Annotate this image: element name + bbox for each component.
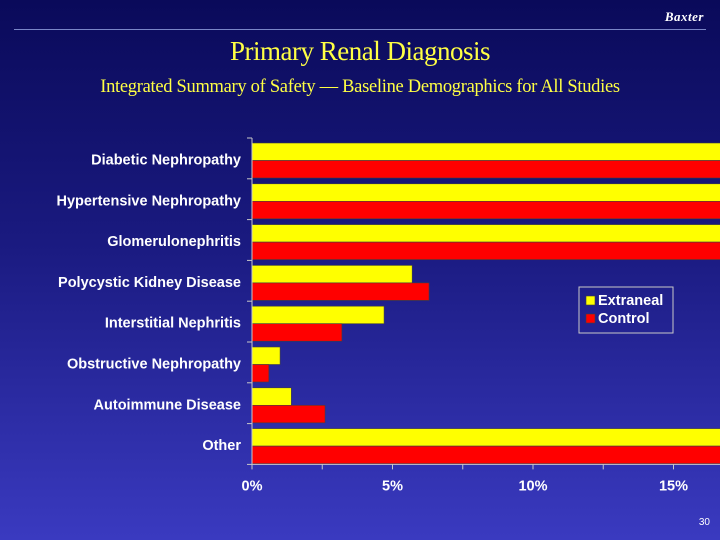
header-divider	[14, 29, 706, 30]
baxter-logo: Baxter	[664, 9, 704, 24]
bar-control-0	[251, 160, 720, 179]
bar-control-7	[251, 445, 720, 464]
bar-extraneal-0	[251, 142, 720, 161]
slide-title: Primary Renal Diagnosis	[230, 36, 490, 66]
page-number: 30	[698, 517, 710, 528]
bar-extraneal-4	[251, 305, 385, 325]
category-label: Diabetic Nephropathy	[91, 153, 241, 169]
bar-control-4	[251, 323, 343, 342]
bar-extraneal-2	[251, 224, 720, 243]
legend-swatch-extraneal	[585, 295, 596, 306]
legend-label-extraneal: Extraneal	[598, 293, 663, 309]
x-tick-label: 10%	[518, 478, 547, 494]
bar-control-2	[251, 241, 720, 260]
category-label: Polycystic Kidney Disease	[58, 275, 241, 291]
x-tick-label: 5%	[382, 478, 403, 494]
category-label: Interstitial Nephritis	[105, 316, 241, 332]
category-label: Obstructive Nephropathy	[67, 357, 241, 373]
bar-extraneal-5	[251, 346, 281, 365]
category-label: Glomerulonephritis	[107, 234, 241, 250]
category-label: Hypertensive Nephropathy	[56, 193, 241, 209]
legend-box	[578, 286, 674, 334]
legend-label-control: Control	[598, 311, 650, 327]
bar-extraneal-6	[251, 387, 292, 406]
x-tick-label: 15%	[659, 478, 688, 494]
slide-subtitle: Integrated Summary of Safety — Baseline …	[100, 77, 620, 97]
bar-control-3	[251, 282, 430, 301]
bar-control-1	[251, 201, 720, 220]
bar-extraneal-3	[251, 265, 413, 284]
bar-control-6	[251, 404, 326, 424]
category-label: Other	[202, 438, 241, 454]
category-label: Autoimmune Disease	[94, 397, 241, 413]
bar-control-5	[251, 364, 270, 383]
bar-extraneal-7	[251, 428, 720, 447]
bar-extraneal-1	[251, 183, 720, 202]
x-tick-label: 0%	[242, 478, 263, 494]
legend-swatch-control	[585, 313, 596, 324]
